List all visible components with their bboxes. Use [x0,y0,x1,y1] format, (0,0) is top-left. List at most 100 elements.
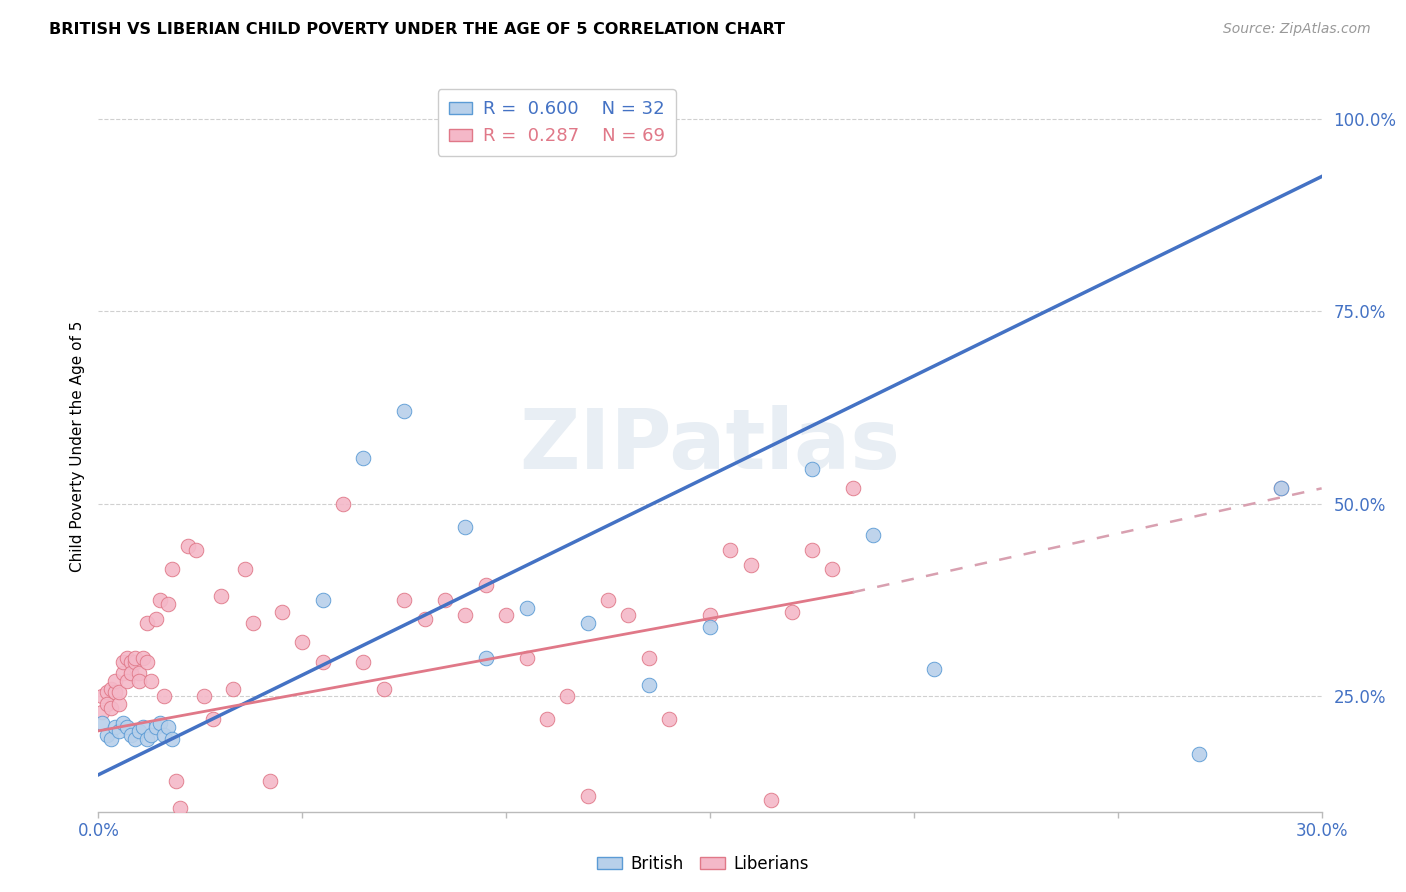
Point [141,673,163,688]
Point [576,616,599,631]
Point [801,543,824,558]
Point [111,655,134,669]
Point [177,539,200,553]
Point [100,731,122,746]
Point [124,650,146,665]
Point [557,690,579,704]
Point [124,655,146,669]
Point [152,690,174,704]
Point [160,731,183,746]
Point [312,655,335,669]
Point [115,650,138,665]
Point [862,527,884,541]
Point [141,728,163,742]
Point [658,712,681,726]
Point [699,620,721,634]
Point [413,612,436,626]
Point [128,673,150,688]
Point [100,681,122,696]
Point [761,793,783,807]
Point [821,562,844,576]
Point [120,728,142,742]
Point [108,685,131,699]
Point [115,720,138,734]
Point [617,608,640,623]
Point [156,720,179,734]
Point [332,497,354,511]
Point [454,520,477,534]
Point [352,450,374,465]
Point [152,728,174,742]
Point [233,562,256,576]
Point [128,666,150,681]
Point [222,681,245,696]
Point [209,589,232,603]
Point [104,720,127,734]
Point [638,678,661,692]
Point [111,716,134,731]
Point [312,593,335,607]
Point [434,593,457,607]
Point [474,650,498,665]
Point [108,723,131,738]
Point [392,404,416,418]
Point [841,481,863,495]
Text: Source: ZipAtlas.com: Source: ZipAtlas.com [1223,22,1371,37]
Point [128,723,150,738]
Point [149,716,172,731]
Point [801,462,824,476]
Point [922,662,945,676]
Point [516,650,538,665]
Point [91,690,114,704]
Point [201,712,224,726]
Text: BRITISH VS LIBERIAN CHILD POVERTY UNDER THE AGE OF 5 CORRELATION CHART: BRITISH VS LIBERIAN CHILD POVERTY UNDER … [49,22,785,37]
Point [111,666,134,681]
Text: ZIPatlas: ZIPatlas [520,406,900,486]
Point [160,562,183,576]
Point [115,673,138,688]
Point [474,577,498,591]
Y-axis label: Child Poverty Under the Age of 5: Child Poverty Under the Age of 5 [69,320,84,572]
Point [145,612,167,626]
Point [104,685,127,699]
Point [108,697,131,711]
Point [120,655,142,669]
Point [145,720,167,734]
Point [352,655,374,669]
Point [638,650,661,665]
Point [1270,481,1292,495]
Point [96,685,118,699]
Point [270,605,294,619]
Point [720,543,742,558]
Point [91,716,114,731]
Point [536,712,558,726]
Point [373,681,395,696]
Point [156,597,179,611]
Point [124,731,146,746]
Point [104,673,127,688]
Point [136,731,159,746]
Point [1270,481,1292,495]
Point [780,605,803,619]
Legend: British, Liberians: British, Liberians [591,848,815,880]
Point [193,690,215,704]
Point [495,608,517,623]
Point [100,700,122,714]
Point [186,543,208,558]
Point [132,650,155,665]
Point [454,608,477,623]
Point [242,616,264,631]
Point [149,593,172,607]
Point [291,635,314,649]
Point [740,558,762,573]
Point [136,655,159,669]
Point [169,801,191,815]
Point [516,600,538,615]
Point [259,773,281,788]
Point [1188,747,1211,761]
Point [392,593,416,607]
Point [699,608,721,623]
Legend: R =  0.600    N = 32, R =  0.287    N = 69: R = 0.600 N = 32, R = 0.287 N = 69 [437,89,676,156]
Point [136,616,159,631]
Point [576,789,599,804]
